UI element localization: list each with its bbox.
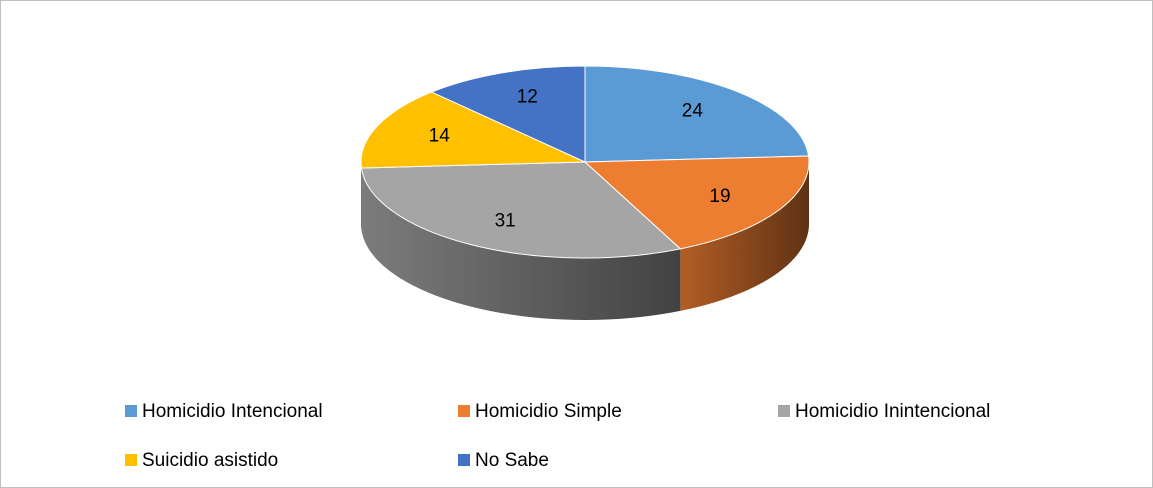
pie-side	[680, 162, 809, 311]
legend-label: Suicidio asistido	[142, 450, 278, 471]
legend-swatch	[125, 405, 137, 417]
pie-slice	[360, 91, 586, 169]
legend-label: No Sabe	[475, 450, 549, 471]
legend-label: Homicidio Inintencional	[795, 401, 990, 422]
data-label: 14	[429, 126, 451, 147]
legend-label: Homicidio Intencional	[142, 401, 323, 422]
data-label: 24	[682, 101, 704, 122]
legend-swatch	[458, 405, 470, 417]
data-label: 12	[517, 87, 538, 108]
pie-slice	[584, 65, 810, 163]
pie-slice	[360, 161, 682, 259]
legend-swatch	[778, 405, 790, 417]
pie-slice	[583, 155, 810, 250]
data-label: 31	[495, 211, 516, 232]
legend-swatch	[125, 454, 137, 466]
legend-swatch	[458, 454, 470, 466]
legend-label: Homicidio Simple	[475, 401, 622, 422]
pie-slice	[430, 65, 586, 163]
data-label: 19	[709, 186, 730, 207]
pie-side	[361, 168, 681, 320]
